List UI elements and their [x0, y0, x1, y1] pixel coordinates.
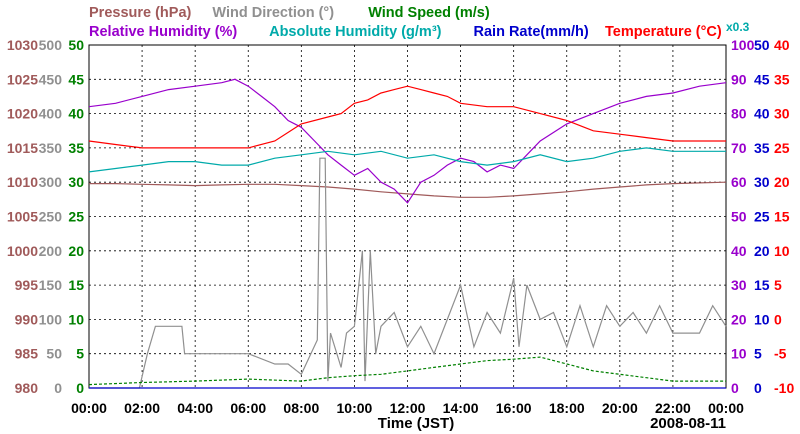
y-tick-label-rain-rate: 10 [754, 311, 770, 327]
legend-entry: Rain Rate(mm/h) [474, 24, 589, 40]
legend: Pressure (hPa) Wind Direction (°) Wind Spe… [89, 5, 750, 40]
y-tick-label-temperature: 20 [774, 174, 790, 190]
y-tick-label-wind-direction: 50 [46, 346, 62, 362]
y-tick-label-rain-rate: 15 [754, 277, 770, 293]
legend-entry: Relative Humidity (%) [89, 24, 237, 40]
y-tick-label-wind-speed: 50 [68, 37, 84, 53]
y-tick-label-wind-speed: 25 [68, 209, 84, 225]
y-tick-label-wind-speed: 35 [68, 140, 84, 156]
y-tick-label-wind-direction: 200 [39, 243, 63, 259]
y-tick-label-relative-humidity: 90 [731, 71, 747, 87]
y-tick-label-temperature: 35 [774, 71, 790, 87]
x-tick-label: 12:00 [390, 400, 426, 416]
y-tick-label-wind-speed: 10 [68, 311, 84, 327]
y-tick-label-pressure: 1000 [7, 243, 38, 259]
legend-entry: Absolute Humidity (g/m³) [269, 24, 442, 40]
y-tick-label-relative-humidity: 40 [731, 243, 747, 259]
y-tick-label-temperature: 5 [774, 277, 782, 293]
x-tick-label: 04:00 [177, 400, 213, 416]
y-tick-label-rain-rate: 35 [754, 140, 770, 156]
x-tick-label: 14:00 [443, 400, 479, 416]
y-tick-label-rain-rate: 45 [754, 71, 770, 87]
legend-entry: Wind Speed (m/s) [368, 5, 490, 21]
y-tick-label-wind-direction: 100 [39, 311, 63, 327]
x-tick-label: 10:00 [337, 400, 373, 416]
y-tick-label-relative-humidity: 20 [731, 311, 747, 327]
y-tick-label-relative-humidity: 60 [731, 174, 747, 190]
y-tick-label-temperature: 25 [774, 140, 790, 156]
y-tick-label-wind-speed: 30 [68, 174, 84, 190]
y-tick-label-rain-rate: 20 [754, 243, 770, 259]
x-tick-label: 20:00 [602, 400, 638, 416]
series-line [88, 147, 726, 173]
series-line [89, 181, 727, 198]
y-tick-label-relative-humidity: 0 [731, 380, 739, 396]
y-tick-label-wind-speed: 40 [68, 106, 84, 122]
x-tick-label: 00:00 [708, 400, 744, 416]
y-tick-label-relative-humidity: 50 [731, 209, 747, 225]
y-tick-label-rain-rate: 40 [754, 106, 770, 122]
y-tick-label-wind-speed: 45 [68, 71, 84, 87]
x-tick-label: 08:00 [283, 400, 319, 416]
legend-entry: Temperature (°C) [605, 24, 722, 40]
y-tick-label-relative-humidity: 10 [731, 346, 747, 362]
y-tick-label-rain-rate: 5 [754, 346, 762, 362]
legend-entry: Pressure (hPa) [89, 5, 192, 21]
x-tick-label: 18:00 [549, 400, 585, 416]
y-tick-label-temperature: 0 [774, 311, 782, 327]
series-line [89, 157, 727, 389]
y-tick-label-pressure: 985 [15, 346, 39, 362]
y-tick-label-pressure: 1025 [7, 71, 38, 87]
y-tick-label-wind-direction: 0 [54, 380, 62, 396]
plot-area [88, 44, 727, 389]
y-tick-label-pressure: 995 [15, 277, 39, 293]
y-tick-label-pressure: 1015 [7, 140, 38, 156]
y-tick-label-relative-humidity: 80 [731, 106, 747, 122]
y-tick-label-rain-rate: 25 [754, 209, 770, 225]
y-tick-label-temperature: 30 [774, 106, 790, 122]
y-tick-label-pressure: 1020 [7, 106, 38, 122]
x-axis-label: Time (JST) [378, 415, 454, 432]
y-tick-label-wind-speed: 15 [68, 277, 84, 293]
y-tick-label-relative-humidity: 100 [731, 37, 755, 53]
series-line [88, 78, 727, 204]
y-tick-label-temperature: -5 [774, 346, 787, 362]
y-tick-label-wind-speed: 20 [68, 243, 84, 259]
x-tick-label: 22:00 [655, 400, 691, 416]
legend-entry: Wind Direction (°) [212, 5, 334, 21]
y-tick-label-wind-direction: 500 [39, 37, 63, 53]
y-tick-label-pressure: 1010 [7, 174, 38, 190]
y-tick-label-pressure: 1030 [7, 37, 38, 53]
y-tick-label-pressure: 1005 [7, 209, 38, 225]
series-line [88, 85, 726, 149]
y-tick-label-wind-speed: 0 [76, 380, 84, 396]
y-tick-label-wind-direction: 150 [39, 277, 63, 293]
y-tick-label-rain-rate: 50 [754, 37, 770, 53]
y-tick-label-relative-humidity: 30 [731, 277, 747, 293]
y-tick-label-wind-speed: 5 [76, 346, 84, 362]
y-tick-label-rain-rate: 0 [754, 380, 762, 396]
series-line [88, 356, 726, 386]
x-tick-label: 06:00 [230, 400, 266, 416]
date-label: 2008-08-11 [650, 415, 726, 432]
y-tick-label-rain-rate: 30 [754, 174, 770, 190]
y-tick-label-temperature: -10 [774, 380, 794, 396]
x-tick-label: 00:00 [71, 400, 107, 416]
y-tick-label-temperature: 10 [774, 243, 790, 259]
y-tick-label-temperature: 15 [774, 209, 790, 225]
y-tick-label-wind-direction: 350 [39, 140, 63, 156]
y-tick-label-wind-direction: 450 [39, 71, 63, 87]
y-tick-label-relative-humidity: 70 [731, 140, 747, 156]
x-tick-label: 02:00 [124, 400, 160, 416]
y-tick-label-pressure: 980 [15, 380, 39, 396]
x-tick-label: 16:00 [496, 400, 532, 416]
y-tick-label-wind-direction: 250 [39, 209, 63, 225]
scale-note: x0.3 [726, 20, 750, 34]
axes: 00:00 02:00 04:00 06:00 08:00 10:00 12:00 14:00… [7, 37, 795, 416]
y-tick-label-pressure: 990 [15, 311, 39, 327]
y-tick-label-wind-direction: 400 [39, 106, 63, 122]
y-tick-label-temperature: 40 [774, 37, 790, 53]
y-tick-label-wind-direction: 300 [39, 174, 63, 190]
